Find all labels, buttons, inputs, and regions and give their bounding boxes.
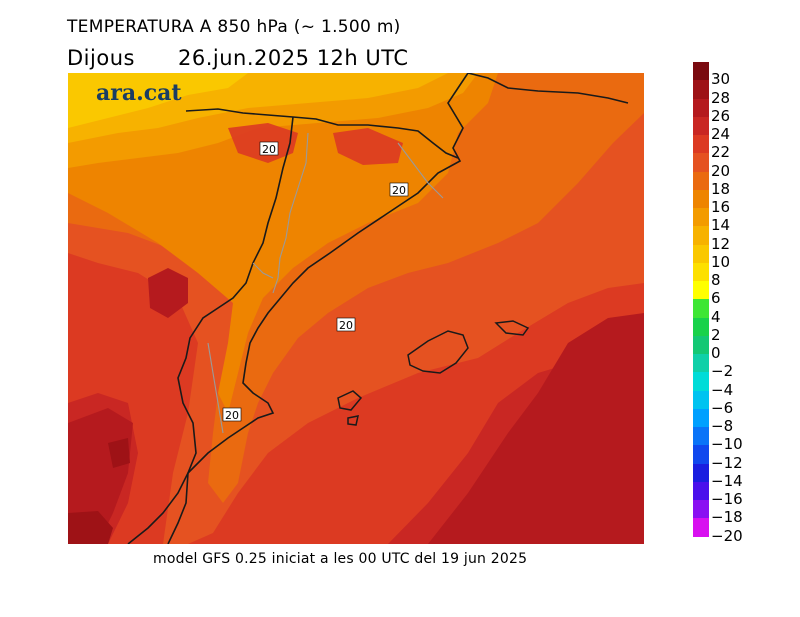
colorbar-segment — [693, 299, 709, 318]
colorbar-label: −14 — [711, 471, 743, 490]
colorbar-segment — [693, 500, 709, 519]
colorbar-segment — [693, 481, 709, 500]
colorbar-label: −8 — [711, 417, 734, 435]
colorbar-segment — [693, 208, 709, 227]
colorbar-segment — [693, 80, 709, 99]
svg-text:20: 20 — [392, 184, 406, 197]
island-menorca — [494, 320, 530, 336]
colorbar-segment — [693, 463, 709, 482]
colorbar-label: 10 — [711, 252, 731, 271]
contour-label: 20 — [222, 407, 242, 422]
colorbar-segment — [693, 153, 709, 172]
colorbar-segment — [693, 244, 709, 263]
colorbar-segment — [693, 317, 709, 336]
colorbar-label: −6 — [711, 398, 734, 417]
colorbar-label: 16 — [711, 198, 731, 216]
regional-boundary-2 — [397, 142, 444, 199]
regional-boundary — [272, 132, 309, 294]
temperature-map: ara.cat 20 20 20 20 — [68, 73, 644, 544]
island-mallorca — [407, 330, 469, 374]
colorbar-label: 30 — [711, 70, 731, 89]
colorbar-segment — [693, 335, 709, 354]
colorbar-label: 18 — [711, 179, 731, 198]
ara-cat-logo: ara.cat — [96, 80, 182, 106]
temp-band-10 — [68, 73, 248, 128]
temp-pocket-28-southwest — [68, 511, 113, 544]
temperature-colorbar — [693, 62, 709, 537]
temp-band-26 — [428, 313, 644, 544]
contour-label: 20 — [259, 141, 279, 156]
svg-text:20: 20 — [339, 319, 353, 332]
colorbar-label: 12 — [711, 234, 731, 253]
colorbar-segment — [693, 390, 709, 409]
colorbar-label: 26 — [711, 106, 731, 125]
colorbar-label: 8 — [711, 271, 721, 289]
colorbar-segment — [693, 135, 709, 154]
france-border-east — [467, 73, 629, 104]
colorbar-label: 4 — [711, 307, 721, 326]
svg-text:20: 20 — [225, 409, 239, 422]
colorbar-segment — [693, 372, 709, 391]
colorbar-segment — [693, 226, 709, 245]
colorbar-segment — [693, 518, 709, 537]
coastline — [127, 73, 469, 544]
colorbar-label: 14 — [711, 216, 731, 235]
colorbar-label: −4 — [711, 380, 734, 399]
colorbar-label: −2 — [711, 362, 734, 381]
colorbar-label: 2 — [711, 325, 721, 344]
colorbar-label: 28 — [711, 88, 731, 107]
temp-pocket-28-west — [108, 438, 130, 468]
island-ibiza — [337, 390, 363, 411]
colorbar-segment — [693, 281, 709, 300]
regional-boundary-3 — [252, 262, 274, 279]
colorbar-segment — [693, 116, 709, 135]
colorbar-segment — [693, 189, 709, 208]
colorbar-label: 6 — [711, 289, 721, 308]
map-title: TEMPERATURA A 850 hPa (~ 1.500 m) — [67, 17, 401, 37]
temp-pocket-26-inland — [148, 268, 188, 318]
colorbar-segment — [693, 427, 709, 446]
colorbar-segment — [693, 262, 709, 281]
model-run-note: model GFS 0.25 iniciat a les 00 UTC del … — [153, 551, 528, 567]
colorbar-label: −18 — [711, 508, 743, 527]
forecast-day: Dijous — [67, 46, 135, 70]
forecast-date: 26.jun.2025 — [178, 46, 310, 70]
pyrenees-border — [185, 108, 459, 159]
colorbar-segment — [693, 171, 709, 190]
regional-boundary-4 — [207, 342, 224, 434]
colorbar-label: −16 — [711, 490, 743, 508]
island-formentera — [347, 415, 359, 426]
colorbar-segment — [693, 445, 709, 464]
svg-text:20: 20 — [262, 143, 276, 156]
colorbar-label: −10 — [711, 435, 743, 454]
colorbar-label: 24 — [711, 125, 731, 143]
colorbar-segment — [693, 98, 709, 117]
contour-label: 20 — [389, 182, 409, 197]
colorbar-label: −20 — [711, 526, 743, 545]
forecast-time: 12h UTC — [316, 46, 409, 70]
colorbar-segment — [693, 408, 709, 427]
colorbar-label: −12 — [711, 453, 743, 472]
colorbar-segment — [693, 62, 709, 81]
colorbar-label: 20 — [711, 161, 731, 180]
forecast-date-line: Dijous 26.jun.2025 12h UTC — [67, 46, 409, 70]
colorbar-label: 22 — [711, 143, 731, 162]
temp-pocket-22-northeast — [333, 128, 403, 165]
contour-label: 20 — [336, 317, 356, 332]
western-border — [167, 116, 294, 544]
colorbar-segment — [693, 354, 709, 373]
colorbar-label: 0 — [711, 344, 721, 362]
